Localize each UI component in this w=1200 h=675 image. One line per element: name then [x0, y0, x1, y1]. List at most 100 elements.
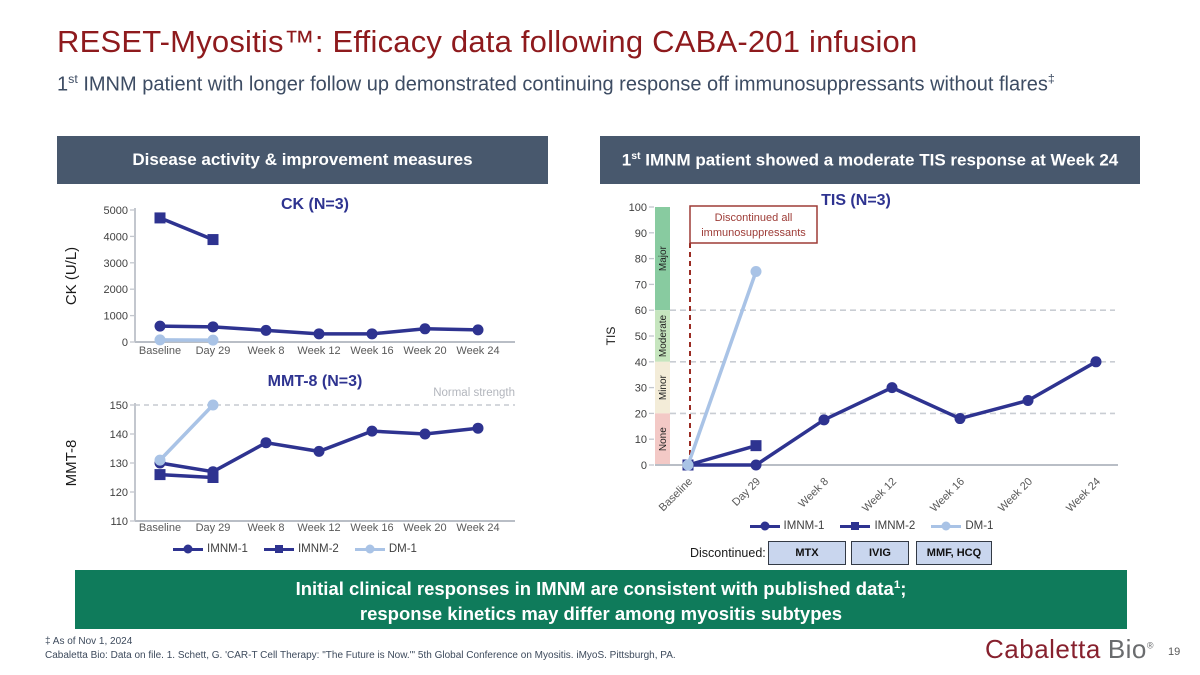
banner-line-2: response kinetics may differ among myosi…: [359, 603, 843, 625]
y-tick-label: 130: [110, 458, 128, 470]
band-moderate: [655, 310, 670, 362]
banner-line-1-tail: ;: [900, 578, 907, 600]
data-point-imnm-1: [260, 324, 272, 336]
circle-marker-icon: [760, 521, 770, 531]
data-point-imnm-2: [207, 234, 219, 246]
data-point-imnm-1: [419, 428, 431, 440]
y-tick-label: 60: [635, 305, 647, 317]
right-panel-header-text: 1st IMNM patient showed a moderate TIS r…: [622, 150, 1119, 171]
y-tick-label: 70: [635, 279, 647, 291]
y-tick-label: 40: [635, 357, 647, 369]
cabaletta-bio-logo: Cabaletta Bio®: [985, 634, 1154, 665]
circle-marker-icon: [365, 544, 375, 554]
chart-title: CK (N=3): [281, 196, 349, 213]
subtitle-superscript: st: [68, 72, 78, 86]
x-category-label: Week 8: [247, 345, 284, 357]
subtitle-number: 1: [57, 73, 69, 96]
tis-chart: Major Moderate Minor None 0 10 20 30 40 50 60 70 80 9…: [604, 192, 1118, 515]
data-point-dm-1: [682, 459, 694, 471]
x-category-label: Baseline: [139, 345, 181, 357]
data-point-imnm-1: [886, 382, 898, 394]
y-tick-label: 3000: [104, 258, 128, 270]
mmt8-legend: IMNM-1 IMNM-2 DM-1: [60, 541, 530, 557]
discontinued-box-mmf-hcq: MMF, HCQ: [916, 541, 992, 565]
annotation-box-text: Discontinued all: [715, 212, 793, 224]
circle-marker-icon: [183, 544, 193, 554]
right-header-number: 1: [621, 150, 632, 170]
circle-marker-icon: [941, 521, 951, 531]
footnote-citation: Cabaletta Bio: Data on file. 1. Schett, …: [45, 650, 676, 661]
square-marker-icon: [851, 522, 860, 530]
y-tick-label: 30: [635, 383, 647, 395]
data-point-imnm-1: [818, 414, 830, 426]
legend-label: IMNM-2: [874, 520, 916, 532]
y-tick-label: 5000: [104, 205, 128, 217]
legend-marker-dm-1: [354, 544, 385, 554]
band-label-major: Major: [658, 245, 669, 271]
logo-cabaletta: Cabaletta: [985, 634, 1101, 664]
y-tick-label: 140: [110, 429, 128, 441]
legend-item-imnm-2: IMNM-2: [840, 520, 915, 532]
x-category-label: Week 8: [796, 476, 831, 511]
data-point-dm-1: [207, 334, 219, 346]
footnote-asof: ‡ As of Nov 1, 2024: [45, 636, 133, 647]
conclusion-banner: Initial clinical responses in IMNM are c…: [75, 570, 1127, 629]
y-tick-label: 20: [635, 408, 647, 420]
data-point-imnm-1: [1022, 395, 1034, 406]
data-point-imnm-1: [472, 324, 484, 336]
subtitle-text: IMNM patient with longer follow up demon…: [77, 73, 1048, 96]
x-category-label: Week 20: [403, 345, 446, 357]
data-point-imnm-2: [750, 440, 762, 452]
x-category-label: Baseline: [139, 522, 181, 534]
y-tick-label: 110: [110, 516, 128, 528]
data-point-imnm-1: [954, 413, 966, 425]
band-label-minor: Minor: [658, 374, 669, 400]
data-point-imnm-1: [313, 445, 325, 457]
page-title: RESET-Myositis™: Efficacy data following…: [57, 24, 918, 59]
logo-bio: Bio: [1107, 634, 1147, 664]
x-category-label: Week 12: [297, 345, 340, 357]
y-tick-label: 0: [122, 337, 128, 349]
band-major: [655, 207, 670, 311]
chart-title: TIS (N=3): [821, 192, 891, 209]
y-tick-label: 4000: [104, 231, 128, 243]
data-point-imnm-1: [207, 321, 219, 333]
reference-line-label: Normal strength: [433, 387, 515, 399]
x-category-label: Baseline: [657, 476, 695, 514]
data-point-imnm-1: [366, 425, 378, 437]
data-point-imnm-1: [472, 422, 484, 434]
y-tick-label: 80: [635, 254, 647, 266]
data-point-imnm-2: [154, 469, 166, 481]
annotation-box-text: immunosuppressants: [701, 227, 806, 239]
data-point-dm-1: [154, 334, 166, 346]
right-header-body: IMNM patient showed a moderate TIS respo…: [640, 150, 1119, 170]
banner-line-1: Initial clinical responses in IMNM are c…: [296, 573, 907, 601]
legend-label: DM-1: [388, 543, 417, 555]
data-point-imnm-1: [1090, 356, 1102, 368]
slide-subtitle: 1st IMNM patient with longer follow up d…: [57, 72, 1055, 97]
legend-label: DM-1: [965, 520, 994, 532]
data-point-imnm-1: [419, 323, 431, 335]
left-panel-header: Disease activity & improvement measures: [57, 136, 548, 184]
series-line-dm-1: [158, 403, 215, 462]
legend-label: IMNM-1: [783, 520, 825, 532]
y-tick-label: 0: [641, 460, 647, 472]
x-category-label: Day 29: [196, 345, 231, 357]
series-line-imnm-2: [686, 443, 758, 467]
data-point-imnm-1: [154, 320, 166, 332]
legend-marker-imnm-1: [173, 544, 204, 554]
banner-line-1-text: Initial clinical responses in IMNM are c…: [295, 578, 894, 600]
legend-label: IMNM-2: [297, 543, 339, 555]
legend-marker-dm-1: [931, 521, 962, 531]
mmt8-chart: Normal strength 110 120 130 140 150 Baseline Da…: [63, 373, 515, 534]
x-category-label: Week 16: [350, 522, 393, 534]
x-category-label: Day 29: [730, 476, 763, 509]
page-number: 19: [1168, 646, 1181, 658]
left-panel-header-text: Disease activity & improvement measures: [132, 150, 473, 169]
discontinued-box-ivig: IVIG: [851, 541, 909, 565]
y-tick-label: 2000: [104, 284, 128, 296]
y-axis-title: MMT-8: [63, 440, 80, 487]
series-line-imnm-2: [158, 472, 215, 480]
data-point-dm-1: [154, 454, 166, 466]
